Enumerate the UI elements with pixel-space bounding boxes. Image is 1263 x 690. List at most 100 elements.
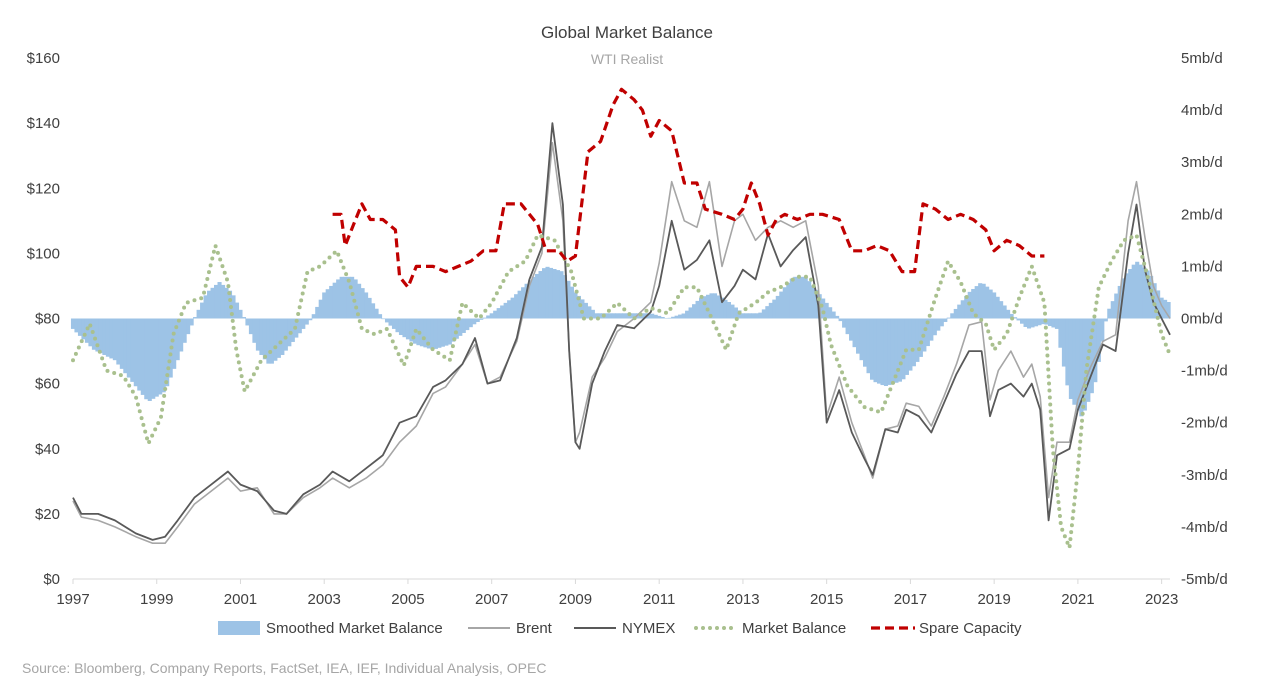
smoothed-balance-column bbox=[454, 318, 459, 339]
smoothed-balance-column bbox=[842, 318, 847, 328]
series-lines bbox=[71, 87, 1172, 550]
smoothed-balance-column bbox=[126, 318, 131, 378]
legend-spare-capacity-label: Spare Capacity bbox=[919, 620, 1022, 637]
smoothed-balance-column bbox=[458, 318, 463, 336]
smoothed-balance-column bbox=[999, 301, 1004, 319]
smoothed-balance-column bbox=[329, 285, 334, 319]
smoothed-balance-column bbox=[398, 318, 404, 335]
smoothed-balance-column bbox=[419, 318, 424, 347]
smoothed-balance-column bbox=[1114, 293, 1119, 319]
smoothed-balance-column bbox=[566, 280, 571, 319]
smoothed-balance-column bbox=[374, 308, 379, 319]
smoothed-balance-column bbox=[1051, 318, 1056, 328]
smoothed-balance-column bbox=[231, 295, 236, 319]
legend-market-balance-label: Market Balance bbox=[742, 620, 846, 637]
smoothed-balance-column bbox=[161, 318, 166, 393]
smoothed-balance-column bbox=[978, 283, 983, 319]
smoothed-balance-column bbox=[569, 286, 574, 319]
smoothed-balance-column bbox=[849, 318, 854, 341]
smoothed-balance-column bbox=[1030, 318, 1035, 328]
x-tick-label: 2019 bbox=[977, 591, 1010, 608]
smoothed-balance-column bbox=[622, 313, 627, 319]
axes: 1997 1999 2001 2003 2005 2007 2009 2011 2013 2015… bbox=[27, 50, 1228, 608]
smoothed-balance-column bbox=[1037, 318, 1042, 326]
y-right-tick-label: -5mb/d bbox=[1181, 571, 1228, 588]
x-tick-label: 2011 bbox=[643, 591, 675, 608]
smoothed-balance-column bbox=[479, 318, 484, 320]
smoothed-balance-column bbox=[339, 276, 344, 319]
legend-smoothed-swatch bbox=[218, 621, 260, 635]
smoothed-balance-column bbox=[643, 313, 648, 319]
smoothed-balance-column bbox=[542, 268, 547, 319]
smoothed-balance-column bbox=[740, 313, 745, 319]
x-tick-label: 1999 bbox=[140, 591, 173, 608]
smoothed-balance-column bbox=[800, 276, 805, 319]
smoothed-balance-column bbox=[510, 297, 515, 319]
smoothed-balance-column bbox=[423, 318, 428, 348]
smoothed-balance-column bbox=[1072, 318, 1077, 405]
smoothed-balance-column bbox=[838, 318, 843, 322]
smoothed-balance-column bbox=[761, 309, 766, 319]
smoothed-balance-column bbox=[1138, 264, 1143, 319]
smoothed-balance-column bbox=[322, 292, 327, 319]
smoothed-balance-column bbox=[1135, 261, 1140, 319]
smoothed-balance-column bbox=[971, 288, 976, 319]
smoothed-balance-column bbox=[828, 307, 833, 319]
smoothed-balance-column bbox=[388, 318, 393, 326]
smoothed-balance-column bbox=[357, 283, 362, 319]
smoothed-balance-column bbox=[876, 318, 882, 384]
smoothed-balance-column bbox=[751, 313, 756, 319]
smoothed-balance-column bbox=[995, 296, 1000, 319]
smoothed-balance-column bbox=[985, 286, 990, 319]
smoothed-balance-column bbox=[137, 318, 142, 391]
y-right-tick-label: 0mb/d bbox=[1181, 311, 1223, 328]
smoothed-balance-column bbox=[105, 318, 110, 357]
smoothed-balance-column bbox=[84, 318, 89, 343]
smoothed-balance-column bbox=[130, 318, 135, 382]
smoothed-balance-column bbox=[692, 304, 697, 319]
smoothed-balance-column bbox=[803, 276, 808, 319]
smoothed-balance-column bbox=[911, 318, 916, 367]
smoothed-balance-column bbox=[765, 306, 770, 319]
smoothed-balance-column bbox=[186, 318, 191, 335]
smoothed-balance-column bbox=[821, 298, 826, 319]
x-tick-label: 2023 bbox=[1145, 591, 1178, 608]
smoothed-balance-column bbox=[119, 318, 124, 369]
smoothed-balance-column bbox=[182, 318, 187, 343]
smoothed-balance-column bbox=[608, 313, 613, 319]
x-tick-label: 2013 bbox=[726, 591, 759, 608]
smoothed-balance-column bbox=[336, 279, 341, 319]
chart-title: Global Market Balance bbox=[541, 23, 713, 42]
smoothed-balance-column bbox=[200, 302, 205, 319]
market-balance-line bbox=[71, 233, 1172, 550]
smoothed-balance-column bbox=[1152, 283, 1157, 319]
smoothed-balance-column bbox=[859, 318, 864, 361]
smoothed-balance-column bbox=[744, 313, 749, 319]
smoothed-balance-column bbox=[671, 316, 676, 319]
smoothed-balance-column bbox=[1128, 269, 1133, 319]
smoothed-balance-column bbox=[873, 318, 878, 383]
smoothed-balance-column bbox=[726, 302, 732, 319]
smoothed-balance-column bbox=[395, 318, 400, 333]
smoothed-balance-column bbox=[500, 305, 505, 319]
smoothed-balance-column bbox=[493, 310, 498, 319]
smoothed-balance-column bbox=[1166, 302, 1171, 319]
smoothed-balance-column bbox=[925, 318, 930, 347]
smoothed-balance-column bbox=[175, 318, 180, 361]
smoothed-balance-column bbox=[433, 318, 438, 349]
smoothed-balance-column bbox=[378, 314, 383, 319]
y-left-tick-label: $140 bbox=[27, 115, 60, 132]
smoothed-balance-column bbox=[1054, 318, 1059, 329]
y-left-tick-label: $0 bbox=[43, 571, 60, 588]
smoothed-balance-column bbox=[367, 297, 372, 319]
smoothed-balance-column bbox=[629, 313, 634, 319]
smoothed-balance-column bbox=[102, 318, 107, 355]
smoothed-balance-column bbox=[1075, 318, 1080, 411]
smoothed-balance-column bbox=[866, 318, 871, 374]
smoothed-balance-column bbox=[81, 318, 86, 340]
smoothed-balance-column bbox=[1131, 264, 1136, 319]
smoothed-balance-column bbox=[576, 295, 581, 319]
x-tick-label: 2017 bbox=[894, 591, 927, 608]
smoothed-balance-column bbox=[1009, 313, 1014, 319]
smoothed-balance-column bbox=[196, 309, 201, 319]
